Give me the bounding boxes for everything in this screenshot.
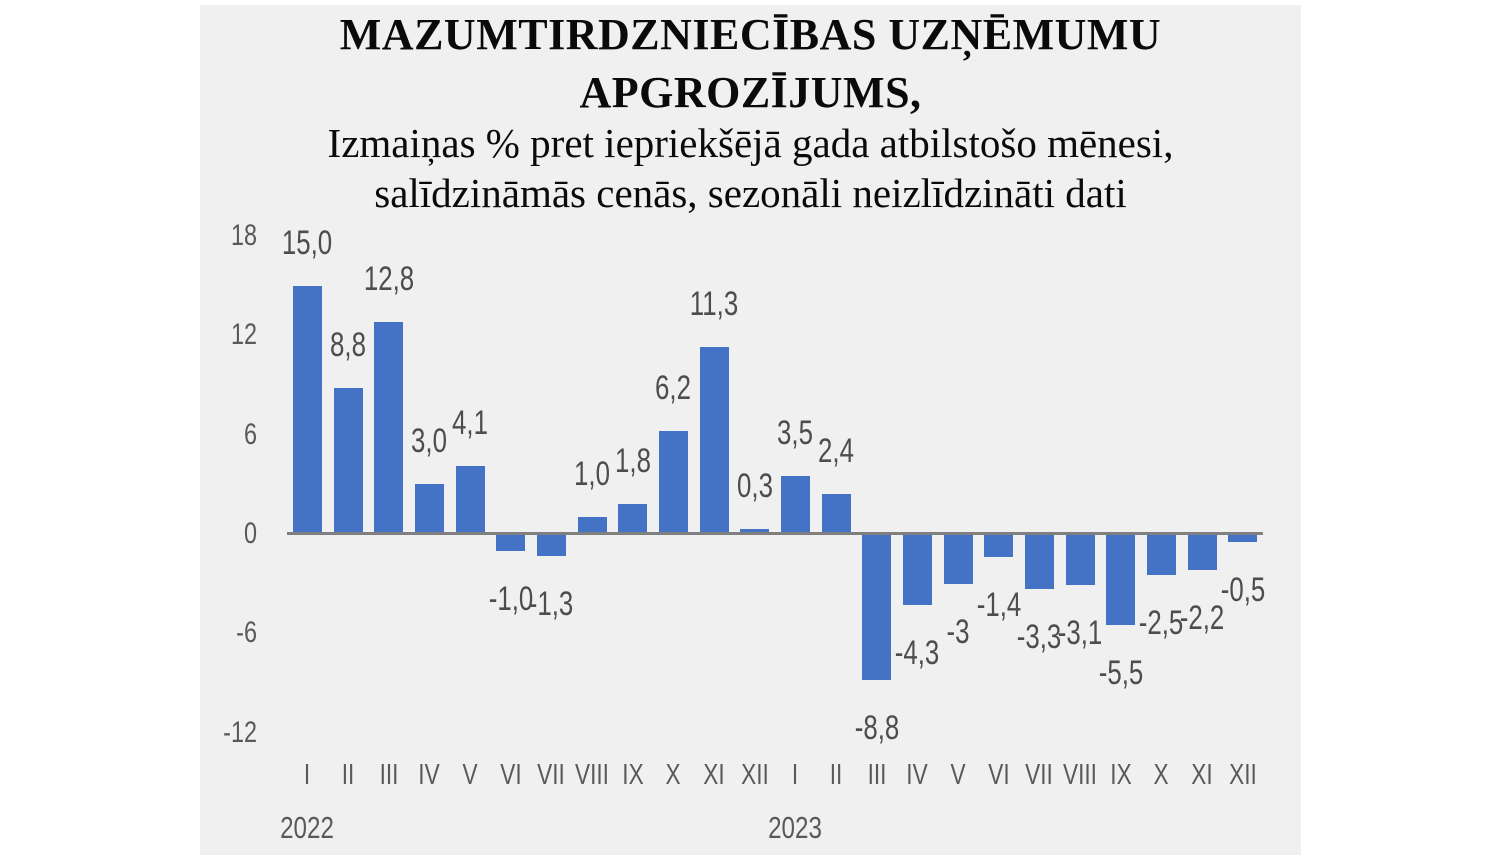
chart-title-line2: APGROZĪJUMS,	[579, 68, 922, 117]
x-axis-month-label: VIII	[575, 759, 609, 791]
bar-2023-VIII	[1065, 534, 1095, 586]
x-axis-month-label: IV	[418, 759, 441, 791]
bar-value-label: -3	[946, 612, 970, 651]
bar-value-label: 12,8	[363, 260, 414, 299]
y-axis-tick-label: -12	[223, 715, 257, 749]
bar-value-label: -5,5	[1098, 654, 1143, 693]
x-axis-month-label: X	[665, 759, 681, 791]
chart-subtitle-line1: Izmaiņas % pret iepriekšējā gada atbilst…	[327, 120, 1174, 166]
bar-2022-III	[374, 322, 404, 534]
y-axis-tick-label: 6	[243, 417, 257, 451]
bar-value-label: 4,1	[452, 404, 488, 443]
x-axis-month-label: I	[792, 759, 799, 791]
bar-2022-IX	[618, 504, 648, 534]
x-axis-year-label: 2022	[280, 810, 335, 845]
bar-value-label: -2,2	[1179, 599, 1225, 638]
x-axis-month-label: VI	[499, 759, 522, 791]
bar-value-label: -3,3	[1017, 617, 1062, 656]
bar-2023-II	[821, 494, 851, 534]
y-axis-tick-label: 12	[230, 318, 257, 352]
bar-value-label: 15,0	[282, 223, 333, 262]
bar-2023-X	[1146, 534, 1176, 576]
bar-2022-I	[292, 285, 322, 534]
bar-value-label: 1,8	[614, 442, 651, 481]
bar-value-label: 8,8	[330, 326, 366, 365]
x-axis-month-label: IX	[1109, 759, 1132, 791]
x-axis-month-label: VII	[537, 759, 566, 791]
bar-2023-XI	[1187, 534, 1217, 571]
x-axis-month-label: VI	[987, 759, 1010, 791]
bar-value-label: -2,5	[1139, 604, 1184, 643]
bar-2023-III	[862, 534, 892, 680]
bar-2022-IV	[414, 484, 444, 534]
y-axis-tick-label: 18	[230, 219, 257, 253]
x-axis-year-label: 2023	[768, 810, 823, 845]
bar-2023-IV	[902, 534, 932, 606]
bar-2022-X	[658, 431, 688, 534]
bar-2023-VII	[1024, 534, 1054, 589]
x-axis-month-label: III	[379, 759, 399, 791]
bar-2023-XII	[1228, 534, 1258, 543]
chart-subtitle-line2: salīdzināmās cenās, sezonāli neizlīdzinā…	[374, 170, 1127, 216]
x-axis-month-label: IX	[621, 759, 644, 791]
bar-value-label: -8,8	[854, 708, 899, 747]
bar-2022-V	[455, 466, 485, 534]
x-axis-month-label: II	[829, 759, 843, 791]
bar-value-label: -0,5	[1220, 571, 1265, 610]
bar-value-label: 0,3	[736, 467, 773, 506]
x-axis-month-label: IV	[906, 759, 929, 791]
bar-value-label: -1,3	[529, 584, 574, 623]
bar-value-label: 11,3	[689, 284, 739, 323]
bar-value-label: -1,0	[488, 579, 533, 618]
bar-2022-VII	[536, 534, 566, 556]
x-axis-month-label: II	[341, 759, 355, 791]
x-axis-month-label: VII	[1025, 759, 1054, 791]
bar-2023-VI	[984, 534, 1014, 558]
x-axis-month-label: XI	[703, 759, 725, 791]
bar-value-label: 3,0	[411, 422, 448, 461]
x-axis-month-label: V	[950, 759, 966, 791]
x-axis-month-label: XII	[1228, 759, 1257, 791]
y-axis-tick-label: -6	[236, 616, 257, 650]
x-axis-line	[287, 531, 1263, 535]
bar-value-label: -1,4	[976, 586, 1021, 625]
x-axis-month-label: XII	[740, 759, 769, 791]
bar-value-label: -3,1	[1057, 614, 1103, 653]
x-axis-month-label: I	[304, 759, 311, 791]
x-axis-month-label: XI	[1191, 759, 1213, 791]
chart-title-line1: MAZUMTIRDZNIECĪBAS UZŅĒMUMU	[339, 10, 1162, 59]
x-axis-month-label: V	[462, 759, 478, 791]
chart-subtitle: Izmaiņas % pret iepriekšējā gada atbilst…	[200, 118, 1301, 218]
bar-value-label: 1,0	[574, 455, 610, 494]
bar-2022-VIII	[577, 517, 607, 534]
bar-value-label: 6,2	[655, 369, 692, 408]
x-axis-month-label: VIII	[1063, 759, 1097, 791]
bar-value-label: 2,4	[818, 432, 854, 471]
bar-2023-V	[943, 534, 973, 584]
bar-2022-VI	[496, 534, 526, 551]
bar-2022-XI	[699, 346, 729, 534]
bar-value-label: -4,3	[895, 634, 940, 673]
bar-2022-II	[333, 388, 363, 534]
bar-value-label: 3,5	[777, 414, 814, 453]
bar-2023-IX	[1106, 534, 1136, 626]
chart-title: MAZUMTIRDZNIECĪBAS UZŅĒMUMU APGROZĪJUMS,	[200, 6, 1301, 122]
bar-2023-I	[780, 476, 810, 534]
y-axis-tick-label: 0	[243, 517, 257, 550]
x-axis-month-label: III	[867, 759, 887, 791]
x-axis-month-label: X	[1153, 759, 1169, 791]
